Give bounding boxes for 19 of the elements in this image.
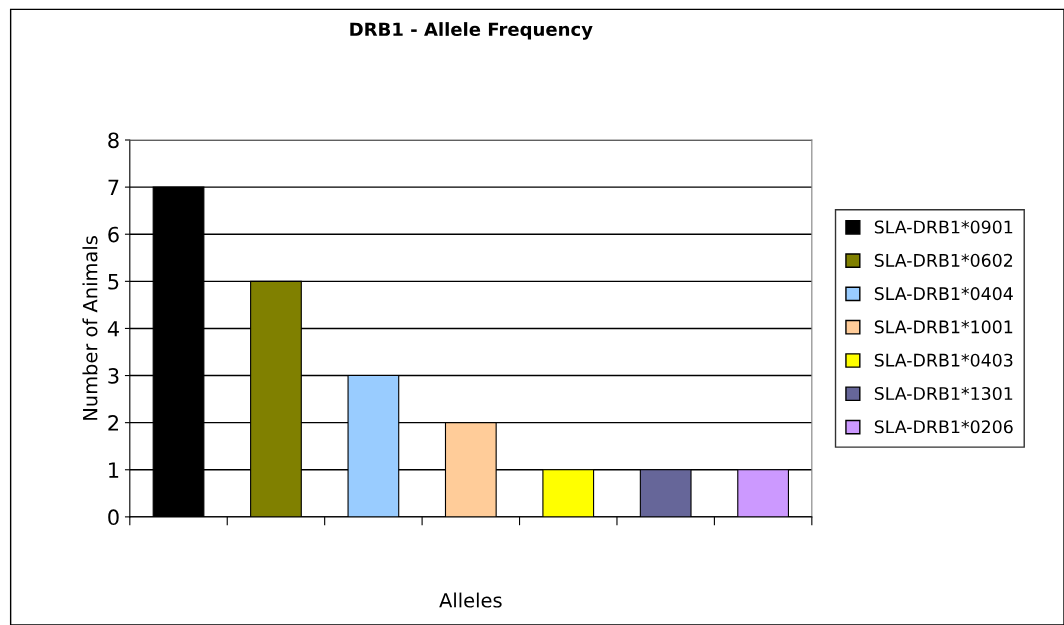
chart-title: DRB1 - Allele Frequency [350, 22, 593, 40]
y-tick-label: 7 [108, 179, 119, 196]
legend-label: SLA-DRB1*0403 [874, 353, 1013, 367]
legend-label: SLA-DRB1*0901 [874, 220, 1013, 234]
legend-label: SLA-DRB1*0404 [874, 287, 1013, 301]
y-tick-label: 4 [107, 321, 119, 337]
y-tick-label: 3 [108, 368, 119, 384]
y-axis-title: Number of Animals [82, 236, 98, 420]
legend-label: SLA-DRB1*0602 [874, 253, 1013, 267]
y-tick-label: 2 [108, 415, 118, 431]
y-tick-label: 0 [108, 509, 119, 526]
x-axis-title: Alleles [439, 592, 502, 608]
y-tick-label: 5 [108, 274, 119, 290]
y-tick-label: 8 [108, 132, 119, 149]
y-tick-label: 1 [109, 462, 119, 478]
legend-label: SLA-DRB1*1001 [874, 320, 1013, 334]
legend-label: SLA-DRB1*0206 [874, 420, 1013, 434]
y-tick-label: 6 [108, 226, 119, 243]
legend-label: SLA-DRB1*1301 [874, 386, 1013, 401]
